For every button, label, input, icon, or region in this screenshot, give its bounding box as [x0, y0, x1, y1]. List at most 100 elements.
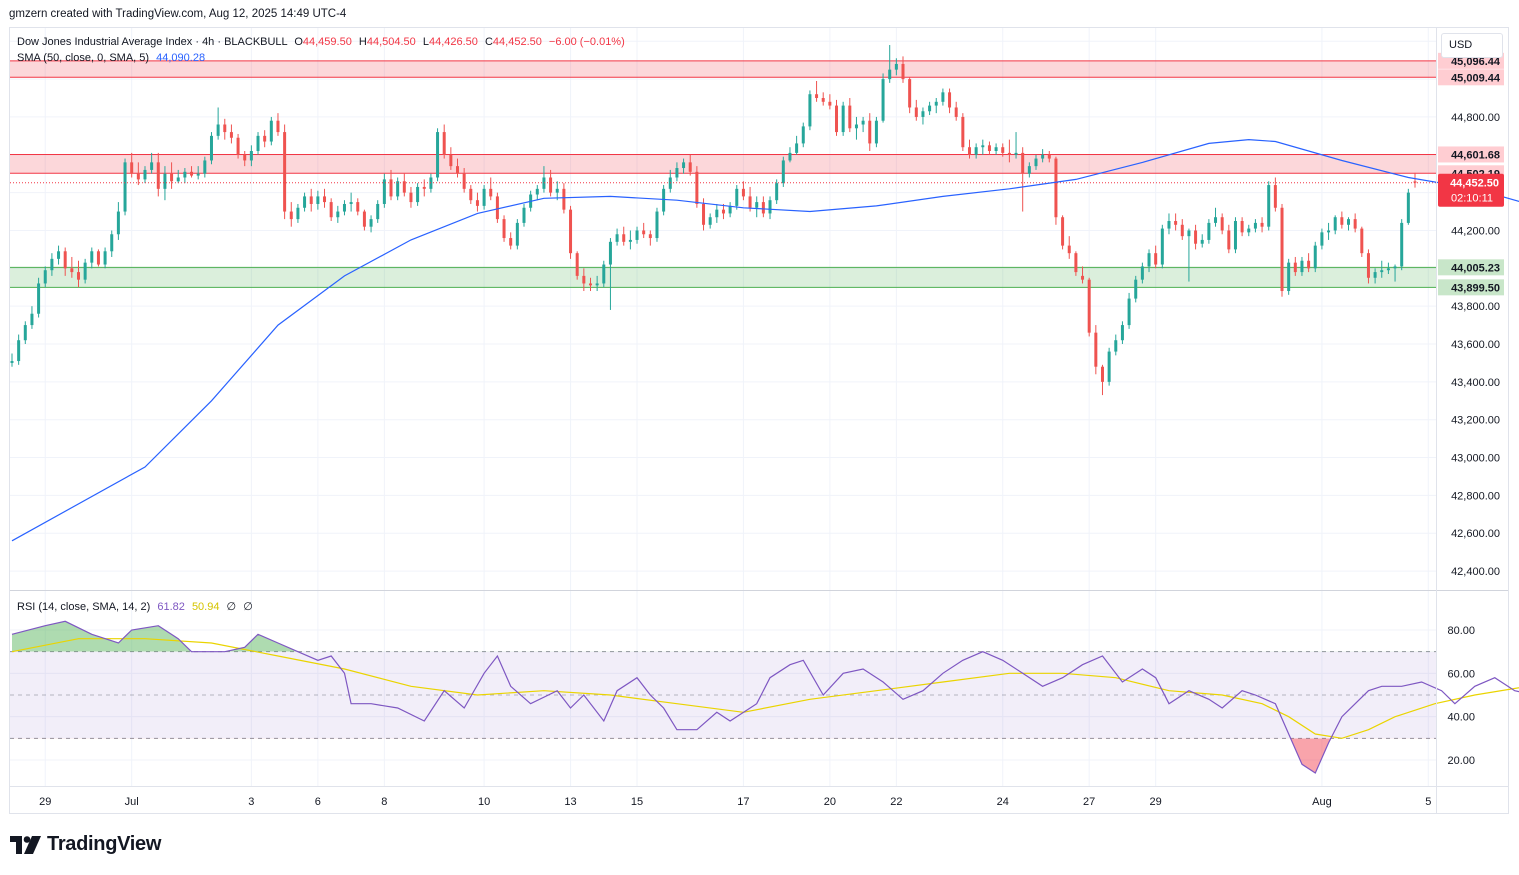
rsi-tick-label: 60.00	[1447, 668, 1475, 680]
candle-up	[1253, 222, 1257, 229]
candle-down	[582, 275, 586, 284]
candle-up	[1300, 260, 1304, 273]
candle-up	[269, 120, 273, 142]
candle-down	[402, 181, 406, 193]
price-tick-label: 44,800.00	[1451, 112, 1500, 124]
last-price-tag	[1438, 173, 1504, 207]
candle-up	[874, 120, 878, 144]
symbol-legend[interactable]: Dow Jones Industrial Average Index · 4h …	[17, 36, 625, 48]
candle-up	[628, 239, 632, 242]
candle-up	[43, 270, 47, 284]
candle-down	[1340, 217, 1344, 225]
time-tick-label: 6	[315, 796, 321, 808]
candle-up	[37, 283, 41, 314]
candle-up	[608, 241, 612, 265]
candle-up	[150, 162, 154, 170]
candle-down	[1360, 228, 1364, 254]
candle-down	[422, 186, 426, 189]
sma-legend[interactable]: SMA (50, close, 0, SMA, 5) 44,090.28	[17, 52, 205, 64]
time-tick-label: 3	[248, 796, 254, 808]
candle-up	[349, 202, 353, 204]
candle-down	[456, 166, 460, 174]
candle-up	[396, 181, 400, 197]
zone-price-tag-label: 43,899.50	[1451, 282, 1500, 294]
tradingview-logo[interactable]: TradingView	[10, 833, 161, 856]
candle-up	[881, 79, 885, 121]
zone-price-tag	[1438, 146, 1504, 163]
candle-down	[409, 192, 413, 203]
candle-down	[1054, 158, 1058, 218]
candle-down	[821, 98, 825, 102]
candle-up	[888, 69, 892, 80]
candle-down	[761, 202, 765, 214]
candle-up	[1014, 152, 1018, 155]
candle-up	[788, 152, 792, 161]
candle-down	[688, 162, 692, 172]
candle-up	[256, 135, 260, 151]
rsi-oversold-fill	[1290, 738, 1331, 773]
candle-down	[389, 179, 393, 197]
candle-up	[1127, 298, 1131, 326]
candle-down	[276, 120, 280, 133]
time-tick-label: Aug	[1312, 796, 1332, 808]
candle-up	[203, 160, 207, 174]
candle-up	[808, 94, 812, 127]
candle-down	[1180, 224, 1184, 237]
candle-down	[1413, 181, 1417, 183]
candle-down	[63, 251, 67, 269]
candle-down	[569, 209, 573, 254]
candle-down	[1007, 152, 1011, 155]
candle-up	[755, 202, 759, 208]
candle-down	[1074, 253, 1078, 273]
candle-up	[416, 186, 420, 203]
candle-down	[323, 196, 327, 203]
candle-up	[522, 207, 526, 223]
candle-up	[841, 105, 845, 133]
candle-down	[263, 135, 267, 142]
close-label: C	[484, 36, 493, 48]
symbol-title: Dow Jones Industrial Average Index · 4h …	[17, 36, 288, 48]
rsi-extra-2: ∅	[243, 601, 253, 613]
candle-down	[748, 196, 752, 208]
candle-up	[90, 251, 94, 263]
price-tick-label: 44,200.00	[1451, 225, 1500, 237]
time-tick-label: 8	[381, 796, 387, 808]
candle-up	[675, 168, 679, 178]
candle-down	[489, 188, 493, 197]
candle-down	[815, 94, 819, 99]
brand-name: TradingView	[47, 833, 162, 855]
candle-up	[941, 92, 945, 102]
candle-up	[1406, 192, 1410, 223]
candle-up	[1347, 219, 1351, 225]
candle-down	[190, 171, 194, 176]
grid-layer	[10, 28, 1436, 786]
candle-down	[1307, 260, 1311, 269]
rsi-label: RSI (14, close, SMA, 14, 2)	[17, 601, 151, 613]
candle-up	[1386, 268, 1390, 271]
candle-up	[1187, 230, 1191, 237]
candle-up	[303, 196, 307, 208]
candle-up	[1207, 222, 1211, 240]
currency-button[interactable]: USD	[1441, 33, 1503, 58]
candle-down	[562, 188, 566, 210]
candle-up	[735, 188, 739, 206]
candle-down	[156, 162, 160, 189]
candle-down	[948, 92, 952, 108]
candle-up	[1114, 340, 1118, 352]
rsi-legend[interactable]: RSI (14, close, SMA, 14, 2) 61.82 50.94 …	[17, 600, 253, 613]
open-value: 44,459.50	[302, 36, 352, 48]
candle-down	[1021, 152, 1025, 174]
low-label: L	[422, 36, 429, 48]
time-tick-label: 5	[1425, 796, 1431, 808]
resistance-zone	[10, 60, 1436, 78]
price-tick-label: 43,800.00	[1451, 301, 1500, 313]
candle-up	[1167, 221, 1171, 229]
candle-up	[196, 173, 200, 176]
candle-down	[223, 124, 227, 133]
candle-up	[795, 143, 799, 153]
price-tick-label: 42,600.00	[1451, 528, 1500, 540]
candle-down	[1366, 253, 1370, 278]
candle-up	[801, 126, 805, 144]
candle-up	[50, 258, 54, 271]
